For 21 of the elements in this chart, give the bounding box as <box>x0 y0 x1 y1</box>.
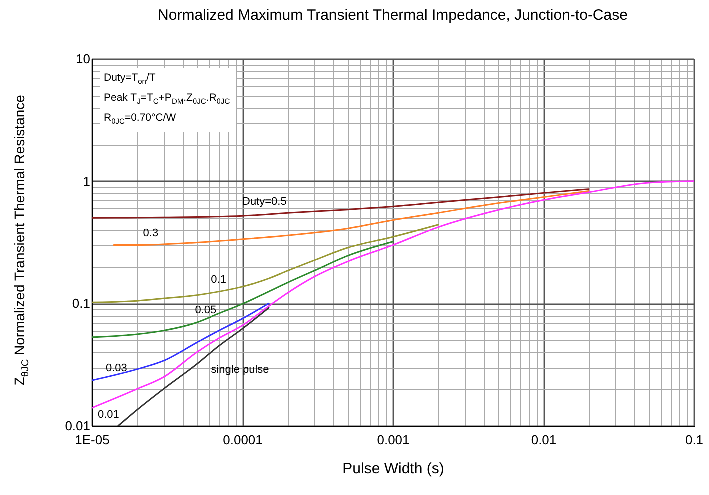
series-label: Duty=0.5 <box>242 196 287 208</box>
y-tick-label: 0.01 <box>65 418 90 434</box>
series-label: 0.03 <box>106 362 128 375</box>
x-tick-label: 0.0001 <box>223 432 263 448</box>
y-tick-label: 10 <box>76 52 90 66</box>
x-tick-label: 0.1 <box>685 432 704 448</box>
y-tick-label: 0.1 <box>72 296 90 312</box>
chart-title: Normalized Maximum Transient Thermal Impedance, Junction-to-Case <box>158 7 628 24</box>
x-axis-title: Pulse Width (s) <box>342 460 444 478</box>
x-tick-label: 1E-05 <box>75 432 110 448</box>
y-tick-label: 1 <box>83 174 90 189</box>
series-label: 0.01 <box>98 409 120 422</box>
x-tick-label: 0.01 <box>531 432 557 448</box>
series-label: 0.1 <box>211 274 226 286</box>
series-label: 0.3 <box>143 227 159 240</box>
annotation: Duty=T$_{on}$/T <box>104 71 157 88</box>
series-label: 0.05 <box>195 304 217 317</box>
series-label: single pulse <box>211 364 270 376</box>
text: Peak T$_{J}$=T$_{C}$+P$_{DM}$.Z$_{θJC}$.R$_{θJC}$ <box>104 92 230 106</box>
annotation: R$_{θJC}$=0.70°C/W <box>104 111 178 128</box>
x-tick-label: 0.001 <box>377 432 410 448</box>
